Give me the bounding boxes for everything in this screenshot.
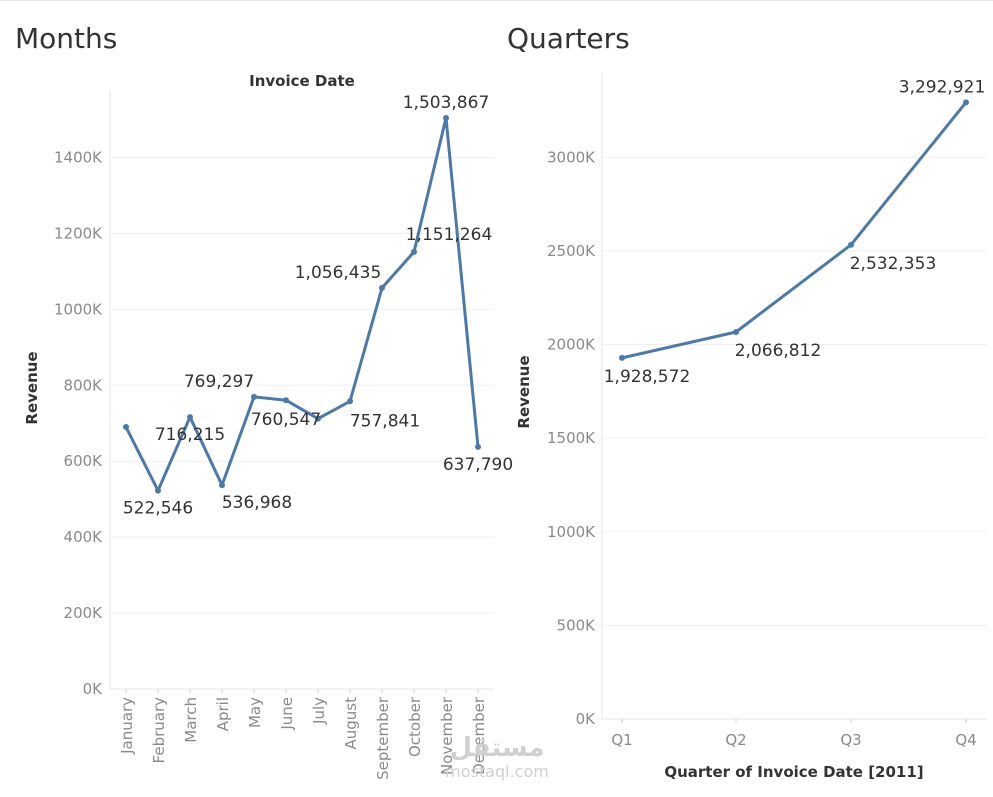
watermark-site: mostaql.com bbox=[445, 762, 549, 781]
quarters-y-tick-label: 2500K bbox=[547, 242, 596, 260]
months-data-point bbox=[219, 482, 225, 489]
months-x-tick-label: March bbox=[182, 697, 200, 743]
months-data-point bbox=[475, 443, 481, 450]
months-data-label: 769,297 bbox=[184, 372, 254, 392]
quarters-y-tick-label: 500K bbox=[557, 616, 597, 634]
quarters-data-point bbox=[733, 328, 739, 335]
months-data-point bbox=[187, 414, 193, 421]
months-x-tick-label: February bbox=[150, 697, 168, 764]
months-y-tick-label: 0K bbox=[83, 680, 104, 698]
quarters-y-tick-label: 3000K bbox=[547, 148, 596, 166]
months-x-header: Invoice Date bbox=[249, 72, 355, 90]
quarters-data-point bbox=[848, 241, 854, 248]
months-data-label: 1,151,264 bbox=[406, 225, 493, 245]
months-x-tick-label: May bbox=[246, 697, 264, 728]
quarters-data-label: 1,928,572 bbox=[604, 367, 691, 387]
quarters-data-label: 2,532,353 bbox=[850, 254, 937, 274]
months-x-tick-label: June bbox=[278, 697, 296, 731]
months-x-tick-label: October bbox=[406, 696, 424, 757]
quarters-chart: Quarter of Invoice Date [2011] Revenue 0… bbox=[515, 73, 987, 781]
watermark-brand: مستقل bbox=[449, 733, 544, 763]
months-data-point bbox=[443, 115, 449, 122]
months-data-label: 760,547 bbox=[251, 410, 321, 430]
quarters-x-tick-label: Q3 bbox=[840, 731, 861, 749]
months-x-tick-label: August bbox=[342, 697, 360, 750]
months-data-label: 637,790 bbox=[443, 455, 513, 475]
quarters-data-point bbox=[963, 99, 969, 106]
months-data-point bbox=[123, 424, 129, 431]
top-divider bbox=[0, 0, 993, 1]
months-data-label: 522,546 bbox=[123, 499, 193, 519]
quarters-x-tick-label: Q1 bbox=[611, 731, 632, 749]
months-x-tick-label: December bbox=[470, 696, 488, 775]
quarters-revenue-line bbox=[621, 101, 968, 360]
months-data-point bbox=[379, 284, 385, 291]
months-y-tick-label: 1400K bbox=[54, 148, 103, 166]
quarters-x-axis-title: Quarter of Invoice Date [2011] bbox=[664, 763, 923, 781]
months-data-label: 536,968 bbox=[222, 493, 292, 513]
quarters-data-label: 3,292,921 bbox=[899, 77, 986, 97]
months-data-label: 1,503,867 bbox=[403, 93, 490, 113]
months-data-label: 1,056,435 bbox=[295, 263, 382, 283]
months-data-point bbox=[155, 487, 161, 494]
quarters-data-label: 2,066,812 bbox=[735, 341, 822, 361]
months-y-tick-label: 600K bbox=[64, 452, 104, 470]
months-y-tick-label: 200K bbox=[64, 604, 104, 622]
months-x-tick-label: September bbox=[374, 696, 392, 780]
months-data-point bbox=[347, 398, 353, 405]
quarters-x-tick-label: Q4 bbox=[955, 731, 976, 749]
months-chart-title: Months bbox=[15, 22, 118, 55]
months-y-tick-label: 800K bbox=[64, 376, 104, 394]
months-revenue-line bbox=[124, 116, 480, 493]
quarters-y-tick-label: 2000K bbox=[547, 336, 596, 354]
months-data-label: 716,215 bbox=[155, 425, 225, 445]
quarters-data-point bbox=[619, 354, 625, 361]
months-data-point bbox=[251, 393, 257, 400]
quarters-x-tick-label: Q2 bbox=[725, 731, 746, 749]
months-x-tick-label: April bbox=[214, 697, 232, 731]
quarters-y-tick-label: 1000K bbox=[547, 523, 596, 541]
months-data-point bbox=[411, 248, 417, 255]
months-y-tick-label: 1000K bbox=[54, 300, 103, 318]
months-y-axis-title: Revenue bbox=[23, 351, 41, 424]
quarters-y-tick-label: 1500K bbox=[547, 429, 596, 447]
months-y-tick-label: 400K bbox=[64, 528, 104, 546]
months-x-tick-label: November bbox=[438, 696, 456, 775]
quarters-chart-title: Quarters bbox=[507, 22, 630, 55]
quarters-y-axis-title: Revenue bbox=[515, 355, 533, 428]
months-y-tick-label: 1200K bbox=[54, 224, 103, 242]
months-data-point bbox=[283, 397, 289, 404]
watermark: مستقل mostaql.com bbox=[445, 733, 549, 781]
months-chart: Invoice Date Revenue 0K 200K 400K 600K 800K 1… bbox=[23, 72, 513, 780]
months-data-label: 757,841 bbox=[350, 411, 420, 431]
quarters-y-tick-label: 0K bbox=[576, 710, 597, 728]
months-data-point bbox=[315, 415, 321, 422]
months-x-tick-label: January bbox=[118, 697, 136, 755]
months-x-tick-label: July bbox=[310, 697, 328, 725]
